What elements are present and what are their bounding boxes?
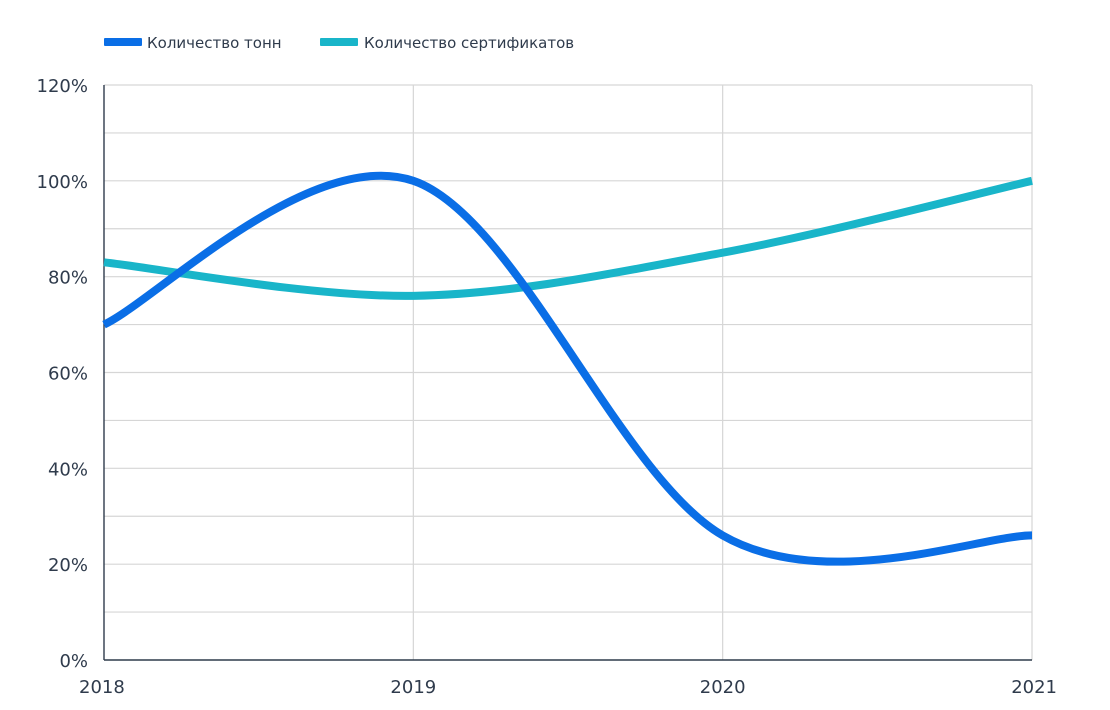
legend: Количество тонн Количество сертификатов (104, 34, 574, 52)
y-tick-label: 120% (37, 76, 88, 97)
y-tick-label: 40% (48, 459, 88, 480)
x-axis-tick-labels: 2018 2019 2020 2021 (79, 677, 1057, 698)
y-axis-tick-labels: 0% 20% 40% 60% 80% 100% 120% (37, 76, 88, 672)
y-tick-label: 80% (48, 268, 88, 289)
legend-swatch-series-2 (320, 38, 358, 46)
gridlines (104, 84, 1033, 660)
x-tick-label: 2019 (390, 677, 436, 698)
x-tick-label: 2021 (1011, 677, 1057, 698)
legend-swatch-series-1 (104, 38, 142, 46)
legend-label-series-1: Количество тонн (147, 34, 282, 52)
y-tick-label: 100% (37, 172, 88, 193)
y-tick-label: 60% (48, 364, 88, 385)
series-line-2 (103, 176, 1033, 300)
x-tick-label: 2018 (79, 677, 125, 698)
legend-label-series-2: Количество сертификатов (364, 34, 574, 52)
y-tick-label: 20% (48, 555, 88, 576)
series-lines (102, 171, 1033, 566)
series-line-1 (102, 171, 1033, 566)
axes (103, 85, 1032, 661)
y-tick-label: 0% (59, 651, 88, 672)
x-tick-label: 2020 (700, 677, 746, 698)
